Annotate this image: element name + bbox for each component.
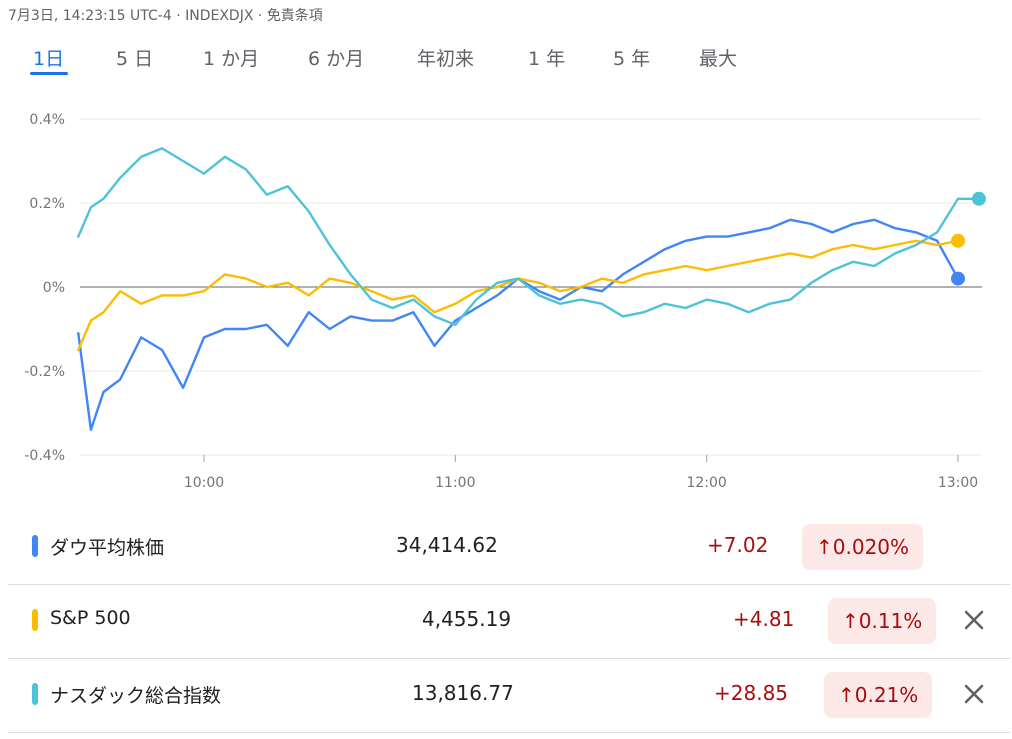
sp500-color-swatch: [32, 609, 38, 631]
tab-1y[interactable]: 1 年: [528, 48, 566, 70]
header-info: 7月3日, 14:23:15 UTC-4 · INDEXDJX · 免責条項: [8, 8, 323, 24]
y-tick-label: -0.4%: [24, 448, 65, 464]
legend-row-sp500[interactable]: S&P 500 4,455.19 +4.81 ↑0.11%: [8, 585, 1010, 659]
tab-6m[interactable]: 6 か月: [308, 48, 365, 70]
dow-color-swatch: [32, 535, 38, 557]
nasdaq-color-swatch: [32, 683, 38, 705]
close-icon[interactable]: [959, 679, 989, 709]
row-percent-badge: ↑0.020%: [802, 524, 924, 570]
active-tab-indicator: [30, 72, 68, 75]
row-percent-badge: ↑0.21%: [824, 672, 933, 718]
x-tick-label: 11:00: [435, 475, 475, 491]
series-line-1: [77, 218, 960, 431]
y-tick-label: 0.2%: [29, 196, 65, 212]
row-change: +28.85: [714, 681, 789, 705]
row-name: S&P 500: [50, 607, 131, 629]
line-chart[interactable]: 0.4% 0.2% 0% -0.2% -0.4% 10:00 11:00 12:00 13:00: [0, 100, 1012, 500]
y-tick-label: 0.4%: [29, 112, 65, 128]
y-tick-label: 0%: [43, 280, 65, 296]
tab-ytd[interactable]: 年初来: [417, 48, 475, 70]
row-percent-badge: ↑0.11%: [828, 598, 937, 644]
row-change: +4.81: [733, 607, 795, 631]
close-icon[interactable]: [959, 605, 989, 635]
tab-1m[interactable]: 1 か月: [203, 48, 260, 70]
series-end-dot-2: [951, 233, 965, 248]
x-tick-label: 13:00: [938, 475, 978, 491]
row-name: ダウ平均株価: [50, 537, 165, 559]
row-change: +7.02: [707, 533, 769, 557]
tab-5y[interactable]: 5 年: [613, 48, 651, 70]
series-end-dot-3: [971, 191, 986, 206]
row-value: 13,816.77: [412, 681, 514, 705]
x-tick-label: 10:00: [184, 475, 224, 491]
series-line-3: [77, 147, 981, 326]
legend-row-dow[interactable]: ダウ平均株価 34,414.62 +7.02 ↑0.020%: [8, 511, 1010, 585]
x-tick-label: 12:00: [686, 475, 726, 491]
row-value: 4,455.19: [422, 607, 512, 631]
row-value: 34,414.62: [396, 533, 498, 557]
series-end-dot-1: [951, 271, 965, 286]
tab-5d[interactable]: 5 日: [116, 48, 154, 70]
tab-max[interactable]: 最大: [699, 48, 738, 70]
range-tabs: 1日 5 日 1 か月 6 か月 年初来 1 年 5 年 最大: [0, 44, 1012, 78]
y-tick-label: -0.2%: [24, 364, 65, 380]
row-name: ナスダック総合指数: [50, 685, 222, 707]
legend-row-nasdaq[interactable]: ナスダック総合指数 13,816.77 +28.85 ↑0.21%: [8, 659, 1010, 733]
tab-1d[interactable]: 1日: [33, 48, 65, 70]
series-line-2: [77, 239, 960, 352]
